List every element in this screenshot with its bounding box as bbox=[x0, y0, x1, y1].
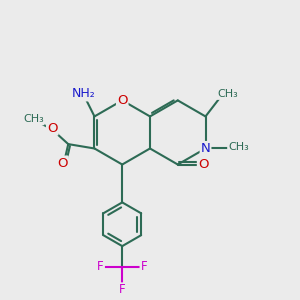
Text: N: N bbox=[201, 142, 210, 155]
Text: F: F bbox=[98, 260, 104, 273]
Text: O: O bbox=[198, 158, 208, 171]
Text: NH₂: NH₂ bbox=[71, 88, 95, 100]
Text: CH₃: CH₃ bbox=[217, 89, 238, 99]
Text: F: F bbox=[119, 283, 126, 296]
Text: CH₃: CH₃ bbox=[23, 114, 44, 124]
Text: O: O bbox=[117, 94, 128, 107]
Text: CH₃: CH₃ bbox=[228, 142, 249, 152]
Text: O: O bbox=[47, 122, 58, 135]
Text: O: O bbox=[57, 157, 68, 169]
Text: F: F bbox=[140, 260, 147, 273]
